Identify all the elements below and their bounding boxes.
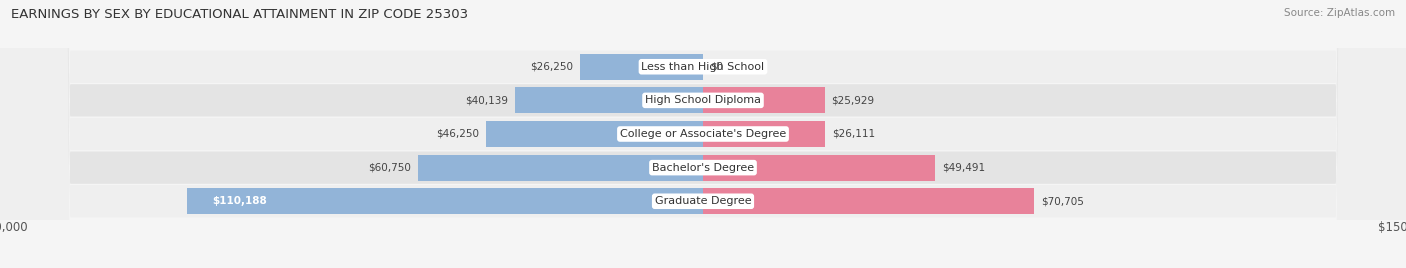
Text: $70,705: $70,705 bbox=[1042, 196, 1084, 206]
Bar bbox=[703, 155, 935, 181]
Text: Graduate Degree: Graduate Degree bbox=[655, 196, 751, 206]
Text: EARNINGS BY SEX BY EDUCATIONAL ATTAINMENT IN ZIP CODE 25303: EARNINGS BY SEX BY EDUCATIONAL ATTAINMEN… bbox=[11, 8, 468, 21]
Text: $26,111: $26,111 bbox=[832, 129, 876, 139]
Bar bbox=[515, 87, 703, 113]
Text: $26,250: $26,250 bbox=[530, 62, 574, 72]
Text: Bachelor's Degree: Bachelor's Degree bbox=[652, 163, 754, 173]
Text: Source: ZipAtlas.com: Source: ZipAtlas.com bbox=[1284, 8, 1395, 18]
Bar bbox=[703, 121, 825, 147]
Text: $25,929: $25,929 bbox=[831, 95, 875, 105]
Bar bbox=[486, 121, 703, 147]
Text: College or Associate's Degree: College or Associate's Degree bbox=[620, 129, 786, 139]
Bar bbox=[703, 87, 824, 113]
Bar bbox=[419, 155, 703, 181]
Bar bbox=[703, 188, 1035, 214]
Text: Less than High School: Less than High School bbox=[641, 62, 765, 72]
Text: $60,750: $60,750 bbox=[368, 163, 412, 173]
Text: High School Diploma: High School Diploma bbox=[645, 95, 761, 105]
Bar bbox=[581, 54, 703, 80]
Text: $0: $0 bbox=[710, 62, 723, 72]
Text: $49,491: $49,491 bbox=[942, 163, 986, 173]
Text: $110,188: $110,188 bbox=[212, 196, 267, 206]
Text: $40,139: $40,139 bbox=[465, 95, 508, 105]
Text: $46,250: $46,250 bbox=[436, 129, 479, 139]
Bar bbox=[187, 188, 703, 214]
